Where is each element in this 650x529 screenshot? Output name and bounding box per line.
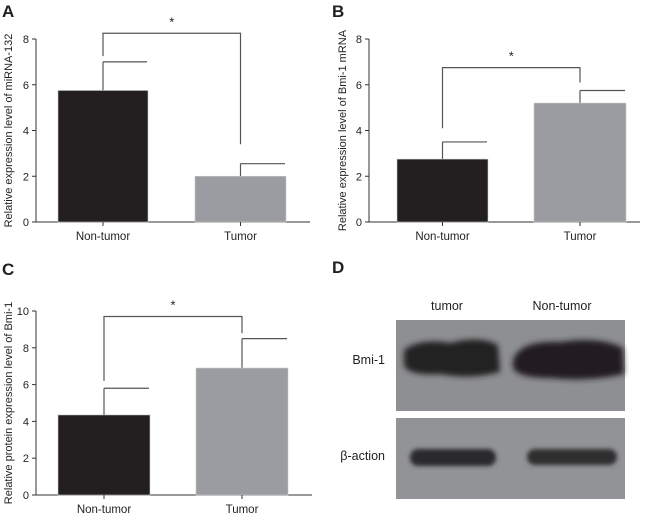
band-actin-tumor: [410, 449, 496, 466]
significance-bracket: [103, 315, 243, 381]
bar-non-tumor: [396, 158, 489, 223]
band-bmi1-non-tumor: [513, 340, 624, 380]
lane-label-tumor: tumor: [431, 299, 463, 313]
panel-letter: C: [2, 260, 14, 279]
bar-tumor: [533, 102, 627, 223]
bar-tumor: [195, 367, 289, 496]
band-actin-non-tumor: [527, 449, 617, 465]
x-tick-label: Non-tumor: [77, 504, 131, 516]
band-bmi1-tumor: [404, 339, 500, 377]
significance-bracket: [102, 32, 242, 145]
y-tick-label: 6: [23, 80, 29, 92]
western-blot-panel: D tumor Non-tumor Bmi-1 β-action: [332, 258, 625, 499]
panel-letter-d: D: [332, 258, 344, 277]
y-tick-label: 8: [23, 34, 29, 46]
y-tick-label: 4: [356, 126, 362, 138]
bar-non-tumor: [57, 414, 151, 496]
y-axis-label: Relative protein expression level of Bmi…: [3, 302, 15, 504]
y-axis-label: Relative expression level of Bmi-1 mRNA: [337, 29, 349, 231]
y-tick-label: 10: [17, 306, 29, 318]
significance-asterisk: *: [169, 14, 174, 29]
y-tick-label: 0: [356, 217, 362, 229]
x-tick-label: Tumor: [224, 231, 257, 243]
y-tick-label: 4: [23, 126, 29, 138]
lane-label-non-tumor: Non-tumor: [532, 299, 591, 313]
x-tick-label: Tumor: [564, 231, 597, 243]
blot-membrane-bmi1: [396, 320, 625, 411]
y-tick-label: 6: [356, 80, 362, 92]
significance-asterisk: *: [509, 49, 514, 64]
y-tick-label: 2: [23, 453, 29, 465]
row-label-beta-actin: β-action: [340, 449, 385, 463]
y-tick-label: 2: [356, 171, 362, 183]
bar-tumor: [194, 175, 287, 223]
x-tick-label: Tumor: [226, 504, 259, 516]
panel-letter: A: [2, 2, 14, 21]
y-tick-label: 8: [356, 34, 362, 46]
y-tick-label: 0: [23, 217, 29, 229]
y-tick-label: 8: [23, 343, 29, 355]
x-tick-label: Non-tumor: [76, 231, 130, 243]
y-tick-label: 0: [23, 490, 29, 502]
y-tick-label: 2: [23, 171, 29, 183]
bar-non-tumor: [57, 90, 149, 223]
chart-panel-b: B 0 2 4 6 8 Relative expression level of Bmi-1…: [332, 2, 640, 243]
row-label-bmi1: Bmi-1: [352, 353, 385, 367]
blot-membrane-beta-actin: [396, 418, 625, 499]
y-tick-label: 4: [23, 416, 29, 428]
significance-bracket: [441, 66, 581, 129]
y-tick-label: 6: [23, 380, 29, 392]
x-tick-label: Non-tumor: [415, 231, 469, 243]
y-axis-label: Relative expression level of miRNA-132: [3, 34, 15, 228]
chart-panel-a: A 0 2 4 6 8 Relative expression level of miRNA…: [2, 2, 310, 243]
significance-asterisk: *: [170, 298, 175, 313]
panel-letter: B: [332, 2, 344, 21]
